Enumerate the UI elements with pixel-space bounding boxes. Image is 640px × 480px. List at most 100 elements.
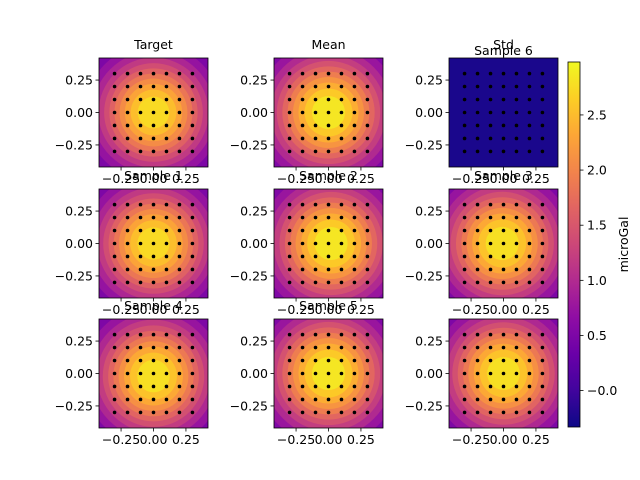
station-point [151,397,156,402]
y-tick-label: 0.00 [240,236,268,251]
station-point [488,254,493,259]
station-point [339,123,344,128]
station-point [540,71,545,76]
station-point [177,97,182,102]
station-point [125,110,130,115]
station-point [300,410,305,415]
station-point [462,345,467,350]
station-point [313,254,318,259]
subplot-title: Sample 4 [124,298,183,313]
y-tick-label: 0.00 [415,105,443,120]
station-point [352,136,357,141]
station-point [475,267,480,272]
station-point [339,332,344,337]
y-tick-label: −0.25 [230,268,268,283]
station-point [488,267,493,272]
station-point [501,241,506,246]
station-point [190,267,195,272]
station-point [326,215,331,220]
station-point [300,84,305,89]
station-point [352,397,357,402]
station-point [365,84,370,89]
station-point [475,371,480,376]
station-point [287,267,292,272]
station-point [527,228,532,233]
station-point [326,254,331,259]
station-point [339,228,344,233]
colorbar-tick-label: 1.0 [587,273,607,288]
station-point [365,228,370,233]
station-point [527,149,532,154]
station-point [287,149,292,154]
station-point [177,110,182,115]
station-point [488,371,493,376]
station-point [164,110,169,115]
station-point [352,384,357,389]
station-points [462,332,545,415]
station-point [125,267,130,272]
station-point [177,267,182,272]
station-point [138,371,143,376]
x-tick-label: −0.25 [452,432,490,447]
x-tick-label: 0.25 [522,302,550,317]
subplot-title-overlap: Sample 6 [474,43,533,58]
station-point [287,371,292,376]
station-point [326,332,331,337]
station-point [300,267,305,272]
x-tick-label: 0.25 [522,171,550,186]
station-point [125,384,130,389]
station-point [125,215,130,220]
station-point [488,123,493,128]
station-point [540,371,545,376]
station-point [190,410,195,415]
station-point [164,123,169,128]
station-point [514,332,519,337]
heatmap-image [99,58,208,167]
station-point [488,384,493,389]
station-point [300,136,305,141]
station-point [125,280,130,285]
station-point [326,345,331,350]
station-point [514,254,519,259]
station-point [313,332,318,337]
x-tick-label: 0.00 [140,432,168,447]
station-point [300,215,305,220]
station-point [125,358,130,363]
station-point [151,97,156,102]
station-point [514,97,519,102]
station-point [365,358,370,363]
station-point [462,202,467,207]
station-point [313,97,318,102]
x-tick-label: 0.00 [315,302,343,317]
station-point [339,71,344,76]
station-point [501,84,506,89]
station-point [540,136,545,141]
station-point [138,110,143,115]
station-point [300,149,305,154]
station-point [177,332,182,337]
station-point [352,228,357,233]
station-point [339,254,344,259]
station-point [462,280,467,285]
station-point [501,358,506,363]
station-point [527,241,532,246]
station-point [501,410,506,415]
subplot-9: −0.25 0.00 0.25−0.250.000.25 [405,318,559,447]
station-point [177,202,182,207]
station-point [164,215,169,220]
station-point [352,84,357,89]
station-point [313,136,318,141]
y-tick-label: 0.25 [65,73,93,88]
station-point [313,410,318,415]
station-point [177,384,182,389]
station-point [287,384,292,389]
station-point [300,332,305,337]
x-tick-label: 0.00 [490,302,518,317]
station-point [540,397,545,402]
station-point [177,123,182,128]
y-tick-label: −0.25 [405,398,443,413]
station-point [190,384,195,389]
station-point [475,228,480,233]
station-point [177,136,182,141]
station-point [514,215,519,220]
